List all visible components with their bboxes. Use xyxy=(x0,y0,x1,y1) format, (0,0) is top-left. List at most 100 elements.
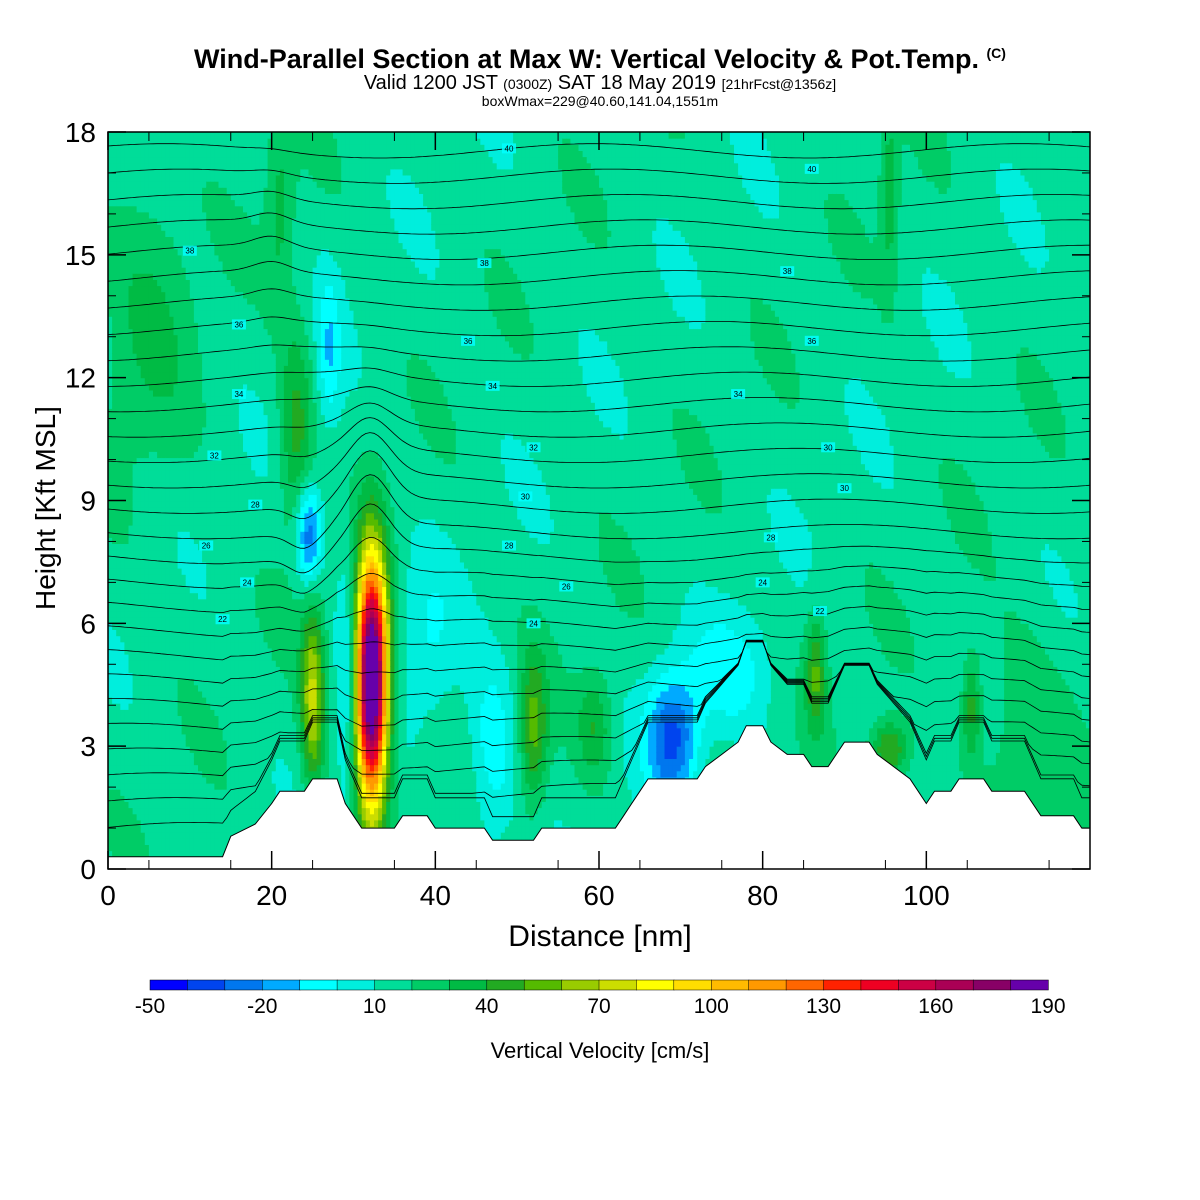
w-cell xyxy=(255,715,260,723)
w-cell xyxy=(259,795,265,802)
w-cell xyxy=(144,377,150,385)
w-cell xyxy=(140,764,146,772)
w-cell xyxy=(161,156,166,164)
w-cell xyxy=(202,592,207,600)
w-cell xyxy=(230,297,236,305)
w-cell xyxy=(263,310,269,317)
w-cell xyxy=(267,586,273,594)
w-cell xyxy=(202,463,207,471)
w-cell xyxy=(136,261,142,268)
w-cell xyxy=(148,727,154,735)
w-cell xyxy=(230,304,236,311)
w-cell xyxy=(259,525,265,532)
w-cell xyxy=(148,641,154,649)
w-cell xyxy=(189,439,195,446)
w-cell xyxy=(267,218,273,225)
w-cell xyxy=(230,340,236,348)
w-cell xyxy=(185,475,191,483)
w-cell xyxy=(243,328,248,336)
w-cell xyxy=(161,211,166,219)
w-cell xyxy=(198,383,203,391)
w-cell xyxy=(173,353,179,360)
w-cell xyxy=(132,138,138,145)
w-cell xyxy=(263,347,269,354)
w-cell xyxy=(255,420,260,428)
w-cell xyxy=(120,156,125,164)
w-cell xyxy=(198,377,203,385)
w-cell xyxy=(263,629,269,637)
w-cell xyxy=(263,549,269,557)
w-cell xyxy=(181,819,187,827)
w-cell xyxy=(259,371,265,379)
w-cell xyxy=(267,469,273,477)
w-cell xyxy=(177,850,183,858)
w-cell xyxy=(226,500,232,508)
w-cell xyxy=(222,801,228,809)
w-cell xyxy=(189,322,195,330)
w-cell xyxy=(153,776,158,784)
w-cell xyxy=(238,144,244,151)
w-cell xyxy=(214,500,220,508)
w-cell xyxy=(108,291,113,299)
w-cell xyxy=(148,334,154,342)
w-cell xyxy=(251,383,256,391)
w-cell xyxy=(140,432,146,440)
w-cell xyxy=(206,211,211,219)
w-cell xyxy=(267,463,273,471)
w-cell xyxy=(193,340,199,348)
w-cell xyxy=(177,795,183,802)
w-cell xyxy=(214,322,220,330)
w-cell xyxy=(214,334,220,342)
w-cell xyxy=(148,715,154,723)
w-cell xyxy=(259,254,265,262)
w-cell xyxy=(193,389,199,397)
w-cell xyxy=(238,236,244,244)
w-cell xyxy=(148,432,154,440)
w-cell xyxy=(140,568,146,575)
w-cell xyxy=(193,199,199,207)
w-cell xyxy=(189,758,195,766)
w-cell xyxy=(144,224,150,231)
w-cell xyxy=(226,340,232,348)
w-cell xyxy=(247,561,252,569)
w-cell xyxy=(259,199,265,207)
w-cell xyxy=(132,783,138,790)
w-cell xyxy=(132,740,138,747)
w-cell xyxy=(247,727,252,735)
w-cell xyxy=(161,439,166,446)
w-cell xyxy=(226,783,232,790)
w-cell xyxy=(161,740,166,747)
w-cell xyxy=(157,162,162,170)
w-cell xyxy=(198,586,203,594)
w-cell xyxy=(202,844,207,852)
w-cell xyxy=(132,359,138,366)
w-cell xyxy=(255,359,260,366)
w-cell xyxy=(222,445,228,452)
w-cell xyxy=(132,826,138,833)
w-cell xyxy=(222,746,228,753)
w-cell xyxy=(144,205,150,213)
w-cell xyxy=(169,826,175,833)
w-cell xyxy=(230,488,236,495)
w-cell xyxy=(230,248,236,256)
w-cell xyxy=(177,445,183,452)
w-cell xyxy=(153,261,158,268)
w-cell xyxy=(202,168,207,176)
w-cell xyxy=(108,254,113,262)
w-cell xyxy=(263,291,269,299)
w-cell xyxy=(193,334,199,342)
w-cell xyxy=(189,426,195,434)
w-cell xyxy=(177,254,183,262)
w-cell xyxy=(247,218,252,225)
w-cell xyxy=(132,291,138,299)
w-cell xyxy=(251,469,256,477)
w-cell xyxy=(108,199,113,207)
w-cell xyxy=(185,230,191,237)
w-cell xyxy=(275,684,281,692)
w-cell xyxy=(161,518,166,526)
w-cell xyxy=(271,297,277,305)
w-cell xyxy=(165,168,170,176)
w-cell xyxy=(202,451,207,459)
w-cell xyxy=(132,813,138,821)
w-cell xyxy=(108,838,113,845)
